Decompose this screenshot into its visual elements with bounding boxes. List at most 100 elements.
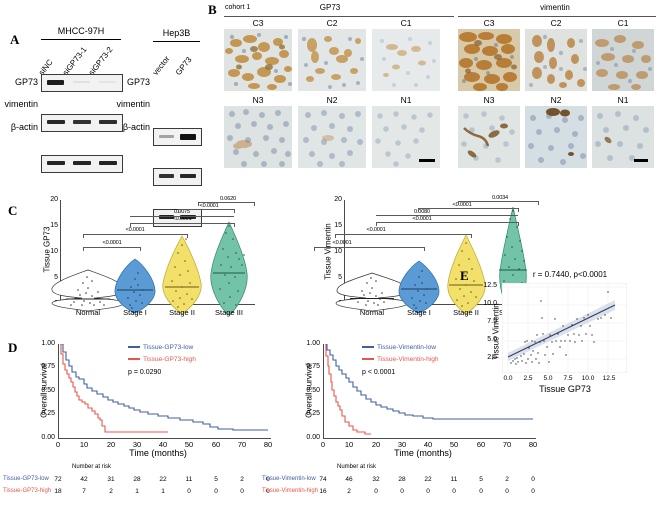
violin-gp73-xtick-normal: Normal [75,308,101,317]
row-label-bactin-hep3b: β-actin [122,122,150,132]
ihc-label-n1-vim: N1 [617,95,629,105]
violin-vim-bracket-5-cap-l [418,208,419,212]
scatter-ytick-50: 5.0 [487,336,497,343]
row-label-bactin-mhcc: β-actin [10,122,38,132]
km-vim-xtick-30: 30 [397,440,407,449]
ihc-image-c2-vim [525,29,587,91]
km-vim-xtick-10: 10 [344,440,354,449]
violin-chart-gp73: Tissue GP73 20 15 10 5 0 [30,195,290,340]
km-vim-risk-low-2: 32 [372,476,380,483]
group-header-vimentin: vimentin [540,3,570,12]
km-vim-risk-low-4: 22 [424,476,432,483]
violin-gp73-bracket-4 [130,216,234,217]
km-gp73-risk-title: Number at risk [72,464,112,470]
km-vim-ytick-025: 0.25 [306,410,320,417]
violin-gp73-bracket-5-cap-l [178,209,179,213]
scatter-xtick-25: 2.5 [523,375,533,382]
scatter-xtick-75: 7.5 [563,375,573,382]
violin-gp73-bracket-6-cap-l [198,202,199,206]
violin-gp73-xtick-stage1: Stage I [123,308,147,317]
scatter-ytick-25: 2.5 [487,354,497,361]
km-gp73-xtick-70: 70 [237,440,247,449]
violin-vim-xtick-normal: Normal [359,308,385,317]
km-gp73-risk-high-3: 1 [135,488,139,495]
km-gp73-xtick-30: 30 [132,440,142,449]
lane-label-vector: vector [150,54,172,77]
km-vim-xtick-40: 40 [423,440,433,449]
violin-vimentin-ytick-5: 5 [338,274,342,281]
ihc-image-n3-gp73 [224,106,292,168]
violin-gp73-pval-4: 0.0075 [174,209,190,215]
km-gp73-risk-low-1: 42 [80,476,88,483]
ihc-image-c3-gp73 [224,29,292,91]
violin-vim-bracket-5 [418,208,518,209]
km-gp73-legend-swatch-low [128,346,140,349]
scatter-ytick-100: 10.0 [483,300,497,307]
blot-vimentin-mhcc [41,114,123,132]
ihc-image-c2-gp73 [298,29,366,91]
cohort-label: cohort 1 [225,4,251,11]
panel-b: B cohort 1 GP73 vimentin C3 C2 C1 C3 C2 … [205,0,660,195]
violin-gp73-pval-3: <0.0001 [172,216,192,222]
km-vim-risk-label-low: Tissue-Vimentin-low [262,476,316,482]
group-rule-mhcc97h [41,39,121,40]
violin-vim-bracket-6-cap-l [458,201,459,205]
km-vim-legend-swatch-high [362,358,374,361]
km-gp73-risk-high-2: 2 [109,488,113,495]
km-gp73-risk-low-2: 31 [107,476,115,483]
violin-vim-pval-4: 0.0080 [414,209,430,215]
violin-vim-bracket-3-cap-l [376,222,377,226]
km-gp73-curves [60,344,268,433]
violin-gp73-bracket-1-cap-r [140,247,141,251]
violin-gp73-pval-5: <0.0001 [199,203,219,209]
km-vim-ytick-050: 0.50 [306,387,320,394]
km-gp73-risk-high-5: 0 [187,488,191,495]
scatter-xtick-50: 5.0 [543,375,553,382]
km-vim-risk-high-6: 0 [479,488,483,495]
row-label-gp73-mhcc: GP73 [14,77,38,87]
violin-gp73-bracket-1 [83,247,140,248]
panel-a-letter: A [10,32,20,47]
km-vim-legend-swatch-low [362,346,374,349]
ihc-image-n1-vim [592,106,654,168]
panel-d: D Overall survival 1.00 0.75 0.50 0.25 0… [0,338,660,528]
violin-vim-pval-2: <0.0001 [366,227,386,233]
km-vim-risk-low-6: 5 [479,476,483,483]
group-rule-vimentin [458,16,656,17]
blot-vimentin-hep3b [153,168,202,186]
lane-label-sigp73-2: siGP73-2 [86,45,115,77]
ihc-label-n3-vim: N3 [483,95,495,105]
violin-gp73-xtick-stage3: Stage III [215,308,243,317]
km-gp73-ytick-025: 0.25 [41,410,55,417]
group-label-mhcc97h: MHCC-97H [57,26,105,36]
km-gp73-risk-high-0: 18 [54,488,62,495]
ihc-image-c1-vim [592,29,654,91]
scatter-ytick-125: 12.5 [483,282,497,289]
violin-gp73-pval-6: 0.0620 [220,196,236,202]
km-gp73-ytick-050: 0.50 [41,387,55,394]
km-gp73-ytick-000: 0.00 [41,434,55,441]
violin-gp73-xaxis [60,304,255,305]
violin-vimentin-ytick-15: 15 [334,222,342,229]
km-vim-xtick-20: 20 [371,440,381,449]
scatter-ytick-75: 7.5 [487,318,497,325]
violin-gp73-bracket-5 [178,209,234,210]
km-gp73-risk-high-7: 0 [240,488,244,495]
km-vim-risk-high-1: 2 [347,488,351,495]
ihc-label-c1-gp73: C1 [400,18,412,28]
km-gp73-risk-high-4: 1 [161,488,165,495]
km-vim-xtick-80: 80 [528,440,538,449]
km-vim-legend-low: Tissue-Vimentin-low [362,344,436,351]
violin-vim-bracket-3 [376,222,518,223]
km-gp73-risk-high-6: 0 [214,488,218,495]
ihc-label-n2-vim: N2 [550,95,562,105]
violin-gp73-bracket-2-cap-r [187,234,188,238]
row-label-gp73-hep3b: GP73 [126,77,150,87]
km-gp73-xtick-60: 60 [211,440,221,449]
km-gp73-risk-low-3: 28 [133,476,141,483]
ihc-image-n1-gp73 [372,106,440,168]
km-vim-xlabel: Time (months) [394,448,452,458]
violin-vim-bracket-6 [458,201,538,202]
violin-gp73-pval-1: <0.0001 [102,240,122,246]
km-gp73-risk-low-0: 72 [54,476,62,483]
